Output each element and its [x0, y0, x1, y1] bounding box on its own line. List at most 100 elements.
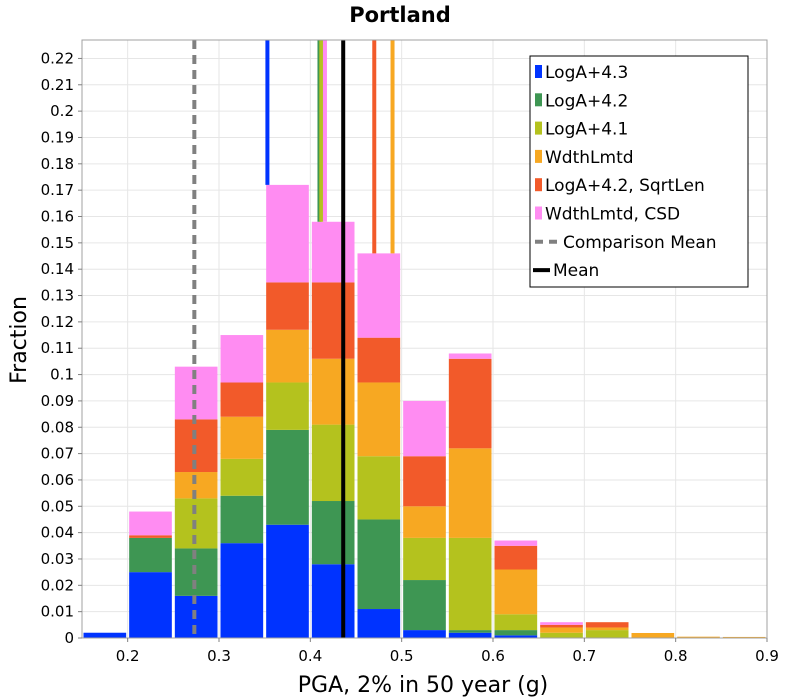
bar-segment: [129, 535, 172, 538]
bar-segment: [129, 537, 172, 573]
y-axis-label: Fraction: [7, 296, 32, 384]
y-tick-label: 0.05: [41, 497, 74, 515]
x-tick-label: 0.8: [664, 647, 688, 665]
y-tick-label: 0.1: [50, 366, 74, 384]
bar-segment: [585, 630, 629, 638]
bar-segment: [448, 630, 492, 633]
x-tick-label: 0.5: [390, 647, 414, 665]
bar-segment: [540, 622, 583, 625]
legend-box: [529, 55, 749, 288]
bar-segment: [448, 632, 492, 638]
legend-label: LogA+4.2: [545, 91, 628, 111]
legend-swatch: [535, 121, 542, 135]
bar-segment: [311, 282, 355, 359]
y-tick-label: 0.2: [50, 102, 74, 120]
legend-swatch: [535, 149, 542, 163]
legend-label: LogA+4.2, SqrtLen: [545, 176, 705, 196]
y-tick-label: 0.09: [41, 392, 74, 410]
bar-segment: [266, 524, 309, 638]
bar-segment: [129, 572, 172, 638]
bar-segment: [403, 537, 446, 581]
y-tick-label: 0.11: [41, 339, 74, 357]
bar-segment: [83, 632, 127, 638]
x-tick-label: 0.2: [116, 647, 140, 665]
legend-label: Comparison Mean: [563, 233, 717, 253]
bar-segment: [403, 580, 446, 631]
bar-segment: [357, 519, 401, 610]
legend-swatch: [535, 65, 542, 78]
x-tick-label: 0.3: [207, 647, 231, 665]
bar-segment: [311, 424, 355, 502]
y-axis-ticks: 0 0.01 0.02 0.03 0.04 0.05 0.06 0.07 0.08 0.09 0.1…: [41, 49, 82, 647]
legend-label: Mean: [553, 261, 599, 281]
axes: [81, 39, 768, 639]
y-tick-label: 0.15: [41, 234, 74, 252]
y-tick-label: 0.18: [41, 155, 74, 173]
bar-segment: [403, 506, 446, 538]
x-tick-label: 0.6: [481, 647, 505, 665]
bar-segment: [448, 353, 492, 359]
x-axis-ticks: 0.2 0.3 0.4 0.5 0.6 0.7 0.8 0.9: [116, 638, 779, 665]
y-tick-label: 0.19: [41, 128, 74, 146]
bar-segment: [357, 337, 401, 383]
y-tick-label: 0.13: [41, 287, 74, 305]
bar-segment: [311, 221, 355, 283]
y-tick-label: 0.21: [41, 76, 74, 94]
bar-segment: [585, 622, 629, 628]
reference-lines: [192, 40, 346, 638]
bar-segment: [677, 636, 720, 638]
bars: [83, 184, 766, 638]
bar-segment: [220, 458, 264, 496]
bar-segment: [266, 329, 309, 383]
bar-segment: [494, 630, 538, 636]
x-tick-label: 0.4: [298, 647, 322, 665]
legend: LogA+4.3 LogA+4.2 LogA+4.1 WdthLmtd LogA+4.2…: [529, 55, 749, 288]
bar-segment: [494, 540, 538, 546]
legend-label: LogA+4.3: [545, 63, 628, 83]
bar-segment: [448, 358, 492, 449]
bar-segment: [357, 456, 401, 520]
bar-segment: [357, 382, 401, 457]
legend-swatch: [535, 206, 542, 220]
bar-segment: [494, 614, 538, 631]
bar-segment: [220, 495, 264, 544]
bar-segment: [540, 632, 583, 638]
bar-segment: [357, 609, 401, 638]
bar-segment: [722, 636, 766, 638]
bar-segment: [357, 253, 401, 338]
series-mean-lines: [265, 40, 395, 254]
bar-segment: [540, 624, 583, 628]
y-tick-label: 0.02: [41, 576, 74, 594]
y-tick-label: 0: [64, 629, 74, 647]
legend-swatch: [535, 93, 542, 107]
plot-border: [81, 39, 768, 639]
bar-segment: [220, 416, 264, 459]
chart-title: Portland: [349, 3, 451, 27]
bar-segment: [220, 543, 264, 638]
bar-segment: [494, 569, 538, 615]
legend-label: LogA+4.1: [545, 120, 628, 140]
bar-segment: [585, 627, 629, 631]
bar-segment: [403, 456, 446, 507]
legend-label: WdthLmtd: [545, 148, 634, 168]
bar-segment: [266, 282, 309, 330]
bar-segment: [220, 382, 264, 417]
bar-segment: [311, 358, 355, 425]
bar-segment: [540, 627, 583, 633]
bar-segment: [403, 630, 446, 638]
bar-segment: [631, 632, 675, 638]
y-tick-label: 0.22: [41, 49, 74, 67]
y-tick-label: 0.01: [41, 603, 74, 621]
y-tick-label: 0.16: [41, 208, 74, 226]
bar-segment: [220, 335, 264, 383]
bar-segment: [311, 564, 355, 638]
bar-segment: [266, 382, 309, 430]
y-tick-label: 0.17: [41, 181, 74, 199]
legend-swatch: [535, 178, 542, 192]
y-tick-label: 0.14: [41, 260, 74, 278]
bar-segment: [448, 448, 492, 538]
y-tick-label: 0.08: [41, 418, 74, 436]
x-tick-label: 0.7: [572, 647, 596, 665]
y-tick-label: 0.12: [41, 313, 74, 331]
